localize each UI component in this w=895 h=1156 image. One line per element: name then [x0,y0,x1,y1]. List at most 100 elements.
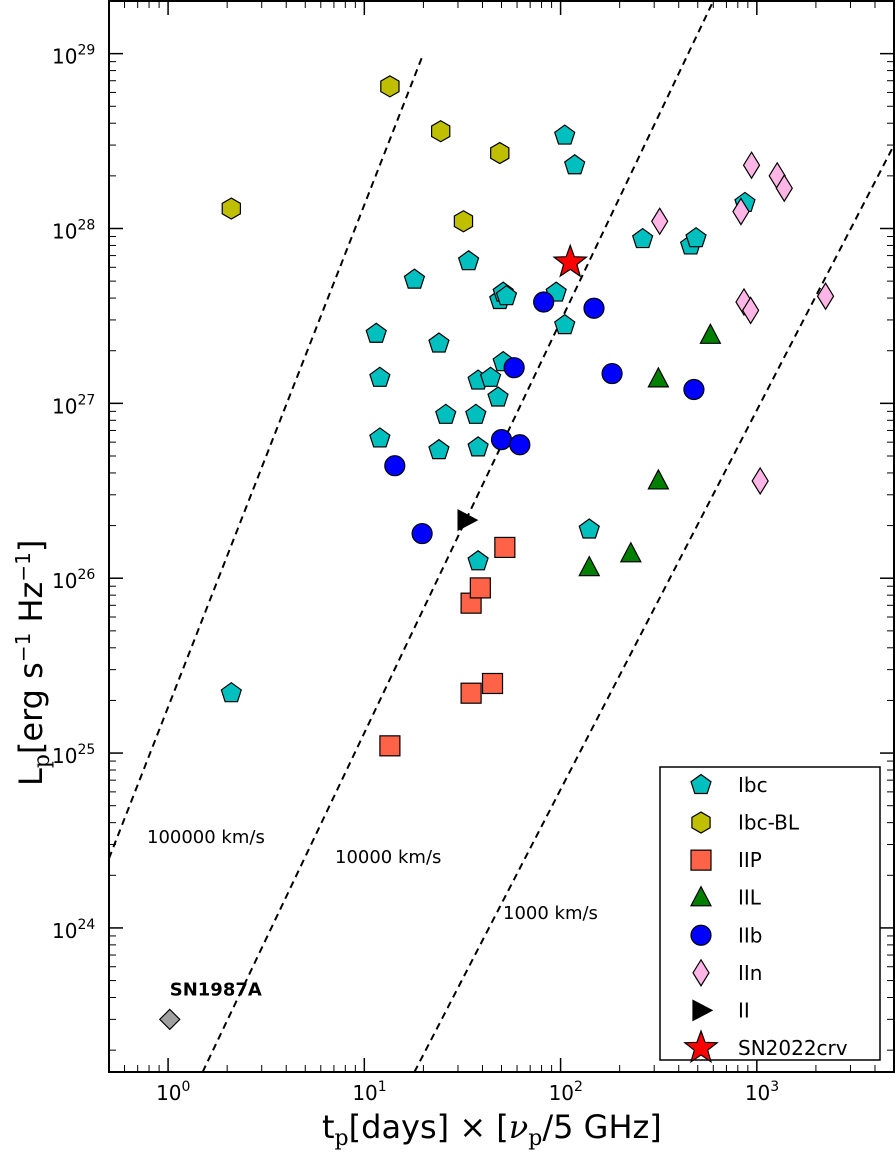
data-point-iin [741,296,760,325]
data-point-iin [816,282,835,311]
y-tick-base: 10 [52,219,77,243]
data-point-iib [490,429,513,451]
y-tick-exponent: 28 [77,217,95,233]
data-point-ibc [220,681,243,703]
velocity-line [109,53,425,859]
data-point-iip [460,682,482,704]
x-tick-exponent: 3 [770,1079,779,1095]
data-point-ibc [428,438,450,460]
y-tick-exponent: 29 [77,43,95,59]
y-title-sup: −1 [11,552,35,581]
data-point-ibc [495,284,518,306]
data-point-sn1987a [158,1008,181,1031]
data-point-ibc [365,322,387,343]
x-axis-title: tp[days] × [νp/5 GHz] [322,1108,662,1151]
data-point-ibc [467,436,489,457]
y-title-part: Hz [12,582,50,633]
data-point-ibc [563,154,586,175]
y-tick-base: 10 [52,394,77,418]
legend-label-iil: IIL [738,886,762,910]
velocity-line-label: 1000 km/s [503,903,598,924]
x-tick-base: 10 [745,1081,770,1105]
data-point-ibc [685,226,707,248]
legend: Ibc Ibc-BL IIP IIL IIb IIn II SN2022crv [659,766,881,1064]
data-point-ibc [369,427,391,448]
x-tick-label: 100 [156,1079,190,1105]
y-tick-label: 1024 [52,917,95,943]
legend-label-ibc-bl: Ibc-BL [738,811,800,835]
data-point-ibc [554,124,576,145]
data-point-iib [384,455,406,477]
y-tick-exponent: 25 [77,742,95,758]
data-point-iip [481,672,504,695]
data-point-ibc [403,268,426,289]
x-title-part: /5 GHz] [542,1108,661,1146]
data-point-ibc [435,403,457,424]
data-point-iib [683,378,705,401]
y-title-part: [erg s [12,662,50,754]
legend-label-iin: IIn [738,961,762,985]
data-point-iib [411,522,433,545]
velocity-line [413,144,894,1072]
data-point-iin [732,197,750,226]
data-point-ibc [457,249,480,271]
data-point-iib [533,291,555,313]
y-axis-title: Lp[erg s−1 Hz−1] [11,540,55,786]
x-tick-exponent: 0 [182,1079,191,1095]
data-point-iin [742,151,761,180]
y-title-part: ] [12,540,50,552]
data-point-ibc [487,386,509,407]
data-point-ibc [554,313,576,335]
x-title-part: [days] × [ [349,1108,509,1146]
data-point-ibc-bl [453,210,474,233]
y-tick-base: 10 [52,919,77,943]
y-tick-label: 1026 [52,567,95,593]
legend-label-iip: IIP [738,848,762,872]
x-tick-exponent: 1 [378,1079,387,1095]
data-point-iil [619,541,642,563]
y-tick-base: 10 [52,569,77,593]
y-tick-label: 1025 [52,742,95,768]
x-tick-label: 101 [352,1079,386,1105]
data-point-iin [775,174,793,203]
velocity-line-label: 100000 km/s [147,827,265,848]
legend-marker-ii [692,999,714,1022]
legend-marker-ibc-bl [691,811,711,834]
data-point-ibc [465,403,487,424]
y-tick-exponent: 26 [77,567,95,583]
data-point-iib [583,297,605,319]
x-tick-base: 10 [156,1081,181,1105]
legend-label-ibc: Ibc [738,773,768,797]
legend-marker-iil [690,885,712,907]
data-point-iip [469,577,491,599]
data-point-iip [494,536,516,559]
data-point-ibc [631,227,654,249]
y-title-sub: p [30,754,55,768]
data-point-iil [647,468,670,490]
x-title-sub: p [335,1126,349,1151]
sn1987a-label: SN1987A [170,979,262,1000]
y-tick-label: 1027 [52,392,95,418]
data-point-iin [651,207,669,236]
x-tick-exponent: 2 [574,1079,583,1095]
x-title-part: t [322,1108,335,1146]
legend-label-iib: IIb [738,923,763,947]
data-point-ibc-bl [380,75,400,98]
data-point-iil [578,555,601,577]
x-tick-label: 102 [549,1079,583,1105]
legend-marker-ibc [690,773,712,795]
y-tick-base: 10 [52,744,77,768]
x-title-sub: p [528,1126,542,1151]
y-tick-label: 1029 [52,43,95,69]
y-title-sup: −1 [11,633,35,662]
x-tick-base: 10 [549,1081,574,1105]
data-point-iib [601,362,623,385]
data-point-iil [647,366,670,388]
data-point-ibc [578,518,600,539]
legend-marker-iib [690,924,712,946]
plot-frame [108,0,895,1073]
data-point-ibc [369,366,391,387]
x-tick-base: 10 [352,1081,377,1105]
